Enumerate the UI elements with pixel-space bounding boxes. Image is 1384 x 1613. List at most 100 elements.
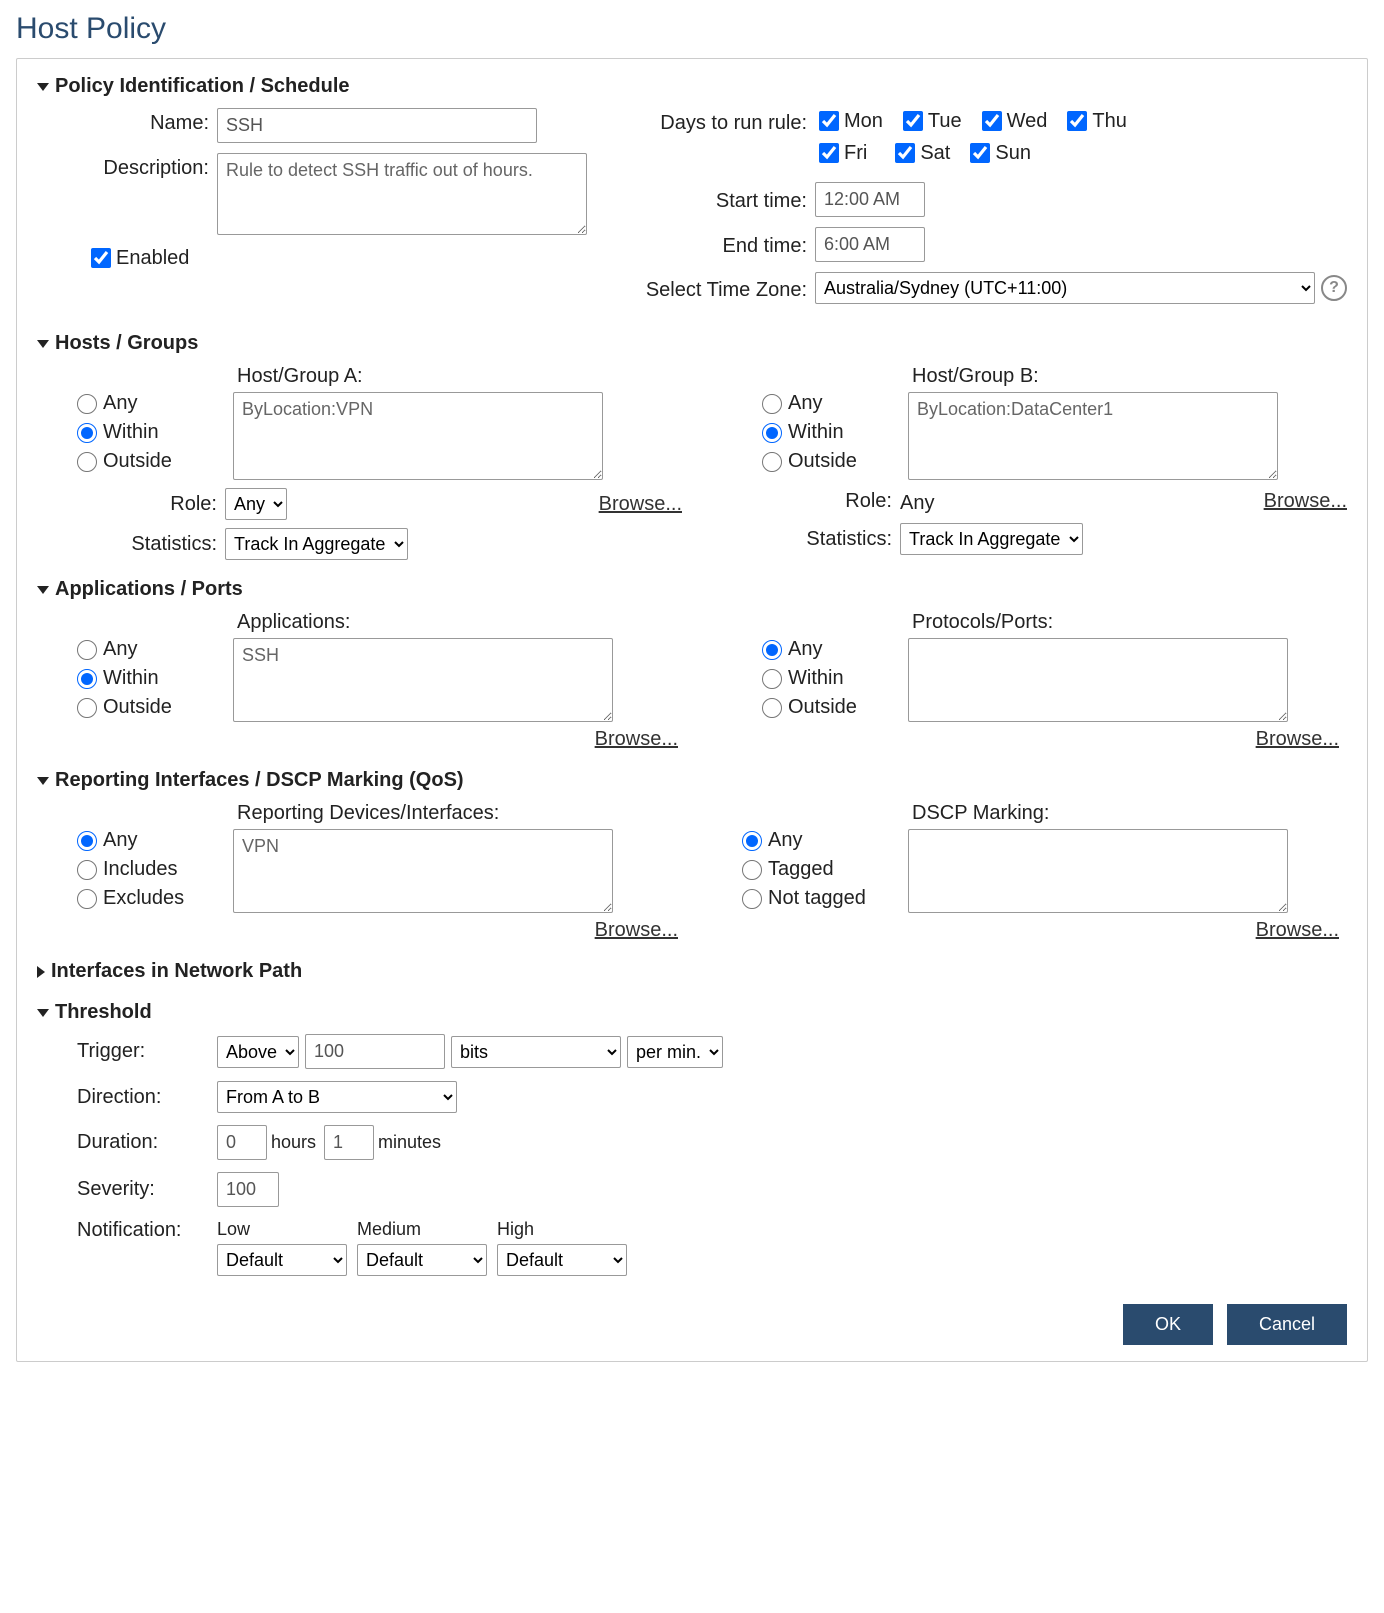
ports-any-radio[interactable] <box>762 640 782 660</box>
reporting-includes-radio[interactable] <box>77 860 97 880</box>
applications-label: Applications: <box>37 611 682 634</box>
applications-textarea[interactable]: SSH <box>233 638 613 722</box>
hostgroup-b-any-radio[interactable] <box>762 394 782 414</box>
cancel-button[interactable]: Cancel <box>1227 1304 1347 1345</box>
stats-b-label: Statistics: <box>702 528 900 551</box>
reporting-browse-link[interactable]: Browse... <box>595 919 678 941</box>
trigger-unit-select[interactable]: bits <box>451 1036 621 1068</box>
day-mon-label: Mon <box>844 110 883 133</box>
role-b-value: Any <box>900 488 934 515</box>
hostgroup-a-within-radio[interactable] <box>77 423 97 443</box>
day-sat-checkbox[interactable] <box>895 143 915 163</box>
page-title: Host Policy <box>16 12 1368 46</box>
duration-hours-input[interactable] <box>217 1125 267 1160</box>
hostgroup-b-outside-radio[interactable] <box>762 452 782 472</box>
enabled-label: Enabled <box>116 247 189 270</box>
dscp-any-radio[interactable] <box>742 831 762 851</box>
role-a-label: Role: <box>37 493 225 516</box>
reporting-devices-textarea[interactable]: VPN <box>233 829 613 913</box>
notif-high-select[interactable]: Default <box>497 1244 627 1276</box>
timezone-label: Select Time Zone: <box>625 275 815 302</box>
apps-outside-radio[interactable] <box>77 698 97 718</box>
stats-b-select[interactable]: Track In Aggregate <box>900 523 1083 555</box>
enabled-checkbox[interactable] <box>91 248 111 268</box>
notif-high-label: High <box>497 1219 627 1240</box>
dscp-marking-label: DSCP Marking: <box>702 802 1347 825</box>
section-policy-id-label: Policy Identification / Schedule <box>55 75 350 98</box>
caret-down-icon <box>37 1009 49 1017</box>
day-wed-label: Wed <box>1007 110 1048 133</box>
notif-low-label: Low <box>217 1219 347 1240</box>
radio-within-label: Within <box>103 421 159 444</box>
trigger-label: Trigger: <box>37 1040 217 1063</box>
hostgroup-b-within-radio[interactable] <box>762 423 782 443</box>
dscp-tagged-radio[interactable] <box>742 860 762 880</box>
dscp-marking-textarea[interactable] <box>908 829 1288 913</box>
start-time-input[interactable] <box>815 182 925 217</box>
hostgroup-a-label: Host/Group A: <box>37 365 682 388</box>
day-wed-checkbox[interactable] <box>982 111 1002 131</box>
hostgroup-a-outside-radio[interactable] <box>77 452 97 472</box>
hostgroup-a-any-radio[interactable] <box>77 394 97 414</box>
main-panel: Policy Identification / Schedule Name: D… <box>16 58 1368 1362</box>
section-interfaces[interactable]: Interfaces in Network Path <box>37 960 1347 983</box>
trigger-per-select[interactable]: per min. <box>627 1036 723 1068</box>
section-hosts[interactable]: Hosts / Groups <box>37 332 1347 355</box>
reporting-devices-label: Reporting Devices/Interfaces: <box>37 802 682 825</box>
dscp-browse-link[interactable]: Browse... <box>1256 919 1339 941</box>
applications-browse-link[interactable]: Browse... <box>595 728 678 750</box>
ports-outside-radio[interactable] <box>762 698 782 718</box>
day-mon-checkbox[interactable] <box>819 111 839 131</box>
direction-select[interactable]: From A to B <box>217 1081 457 1113</box>
hostgroup-b-textarea[interactable]: ByLocation:DataCenter1 <box>908 392 1278 480</box>
day-tue-checkbox[interactable] <box>903 111 923 131</box>
protocols-ports-textarea[interactable] <box>908 638 1288 722</box>
protocols-ports-browse-link[interactable]: Browse... <box>1256 728 1339 750</box>
caret-down-icon <box>37 777 49 785</box>
caret-down-icon <box>37 340 49 348</box>
reporting-any-radio[interactable] <box>77 831 97 851</box>
hostgroup-a-browse-link[interactable]: Browse... <box>599 493 682 516</box>
caret-down-icon <box>37 83 49 91</box>
severity-label: Severity: <box>37 1178 217 1201</box>
section-apps[interactable]: Applications / Ports <box>37 578 1347 601</box>
name-input[interactable] <box>217 108 537 143</box>
day-sun-checkbox[interactable] <box>970 143 990 163</box>
day-sat-label: Sat <box>920 142 950 165</box>
end-time-input[interactable] <box>815 227 925 262</box>
timezone-select[interactable]: Australia/Sydney (UTC+11:00) <box>815 272 1315 304</box>
apps-within-radio[interactable] <box>77 669 97 689</box>
apps-any-radio[interactable] <box>77 640 97 660</box>
trigger-value-input[interactable] <box>305 1034 445 1069</box>
notif-low-select[interactable]: Default <box>217 1244 347 1276</box>
notif-medium-label: Medium <box>357 1219 487 1240</box>
day-sun-label: Sun <box>995 142 1031 165</box>
section-hosts-label: Hosts / Groups <box>55 332 198 355</box>
section-policy-id[interactable]: Policy Identification / Schedule <box>37 75 1347 98</box>
duration-minutes-input[interactable] <box>324 1125 374 1160</box>
description-textarea[interactable]: Rule to detect SSH traffic out of hours. <box>217 153 587 235</box>
ports-within-radio[interactable] <box>762 669 782 689</box>
hostgroup-b-label: Host/Group B: <box>702 365 1347 388</box>
notif-medium-select[interactable]: Default <box>357 1244 487 1276</box>
protocols-ports-label: Protocols/Ports: <box>702 611 1347 634</box>
hostgroup-b-browse-link[interactable]: Browse... <box>1264 490 1347 513</box>
help-icon[interactable]: ? <box>1321 275 1347 301</box>
day-fri-checkbox[interactable] <box>819 143 839 163</box>
section-reporting[interactable]: Reporting Interfaces / DSCP Marking (QoS… <box>37 769 1347 792</box>
dscp-nottagged-radio[interactable] <box>742 889 762 909</box>
stats-a-select[interactable]: Track In Aggregate <box>225 528 408 560</box>
day-thu-checkbox[interactable] <box>1067 111 1087 131</box>
section-threshold[interactable]: Threshold <box>37 1001 1347 1024</box>
role-b-label: Role: <box>702 490 900 513</box>
role-a-select[interactable]: Any <box>225 488 287 520</box>
section-interfaces-label: Interfaces in Network Path <box>51 960 302 983</box>
reporting-excludes-radio[interactable] <box>77 889 97 909</box>
hostgroup-a-textarea[interactable]: ByLocation:VPN <box>233 392 603 480</box>
trigger-op-select[interactable]: Above <box>217 1036 299 1068</box>
section-reporting-label: Reporting Interfaces / DSCP Marking (QoS… <box>55 769 464 792</box>
severity-input[interactable] <box>217 1172 279 1207</box>
ok-button[interactable]: OK <box>1123 1304 1213 1345</box>
days-label: Days to run rule: <box>625 108 815 135</box>
day-tue-label: Tue <box>928 110 962 133</box>
